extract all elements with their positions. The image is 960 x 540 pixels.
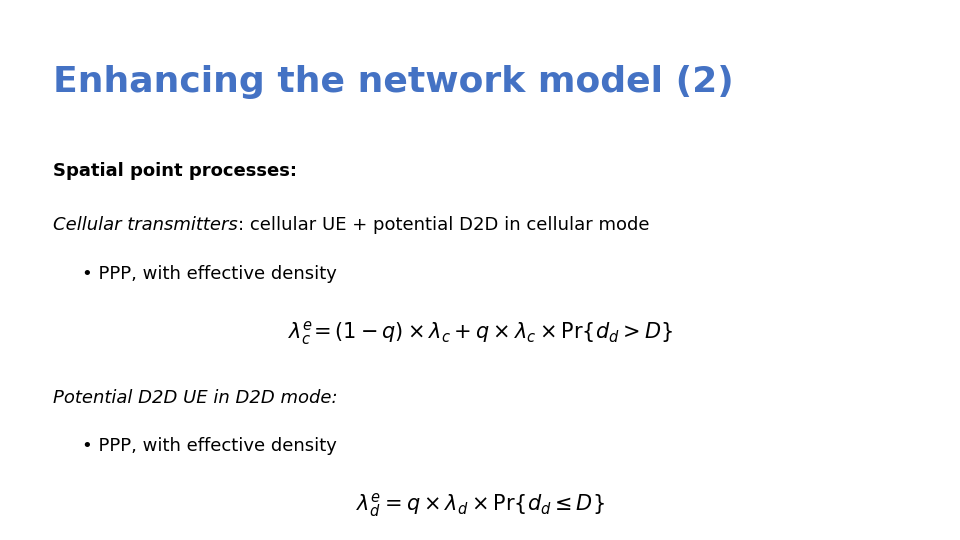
Text: : cellular UE + potential D2D in cellular mode: : cellular UE + potential D2D in cellula… xyxy=(237,216,649,234)
Text: Cellular transmitters: Cellular transmitters xyxy=(53,216,237,234)
Text: $\lambda_c^e\!= (1 - q) \times \lambda_c + q \times \lambda_c \times \mathrm{Pr}: $\lambda_c^e\!= (1 - q) \times \lambda_c… xyxy=(288,319,672,347)
Text: • PPP, with effective density: • PPP, with effective density xyxy=(82,437,336,455)
Text: • PPP, with effective density: • PPP, with effective density xyxy=(82,265,336,282)
Text: $\lambda_d^e = q \times \lambda_d \times \mathrm{Pr}\{d_d \leq D\}$: $\lambda_d^e = q \times \lambda_d \times… xyxy=(355,491,605,519)
Text: Spatial point processes:: Spatial point processes: xyxy=(53,162,297,180)
Text: Potential D2D UE in D2D mode:: Potential D2D UE in D2D mode: xyxy=(53,389,337,407)
Text: Enhancing the network model (2): Enhancing the network model (2) xyxy=(53,65,733,99)
